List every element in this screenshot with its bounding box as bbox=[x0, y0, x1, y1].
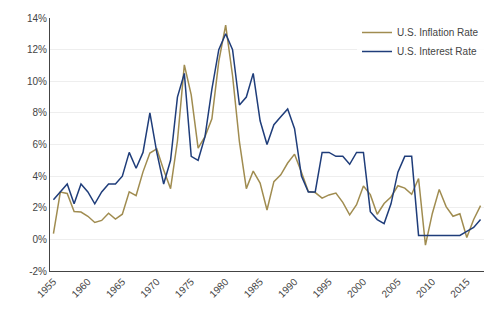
svg-text:2010: 2010 bbox=[414, 276, 438, 300]
svg-text:1975: 1975 bbox=[173, 276, 197, 300]
svg-text:2%: 2% bbox=[33, 202, 48, 213]
svg-text:10%: 10% bbox=[27, 76, 47, 87]
svg-text:2005: 2005 bbox=[379, 276, 403, 300]
svg-text:-2%: -2% bbox=[29, 266, 47, 277]
svg-text:12%: 12% bbox=[27, 44, 47, 55]
svg-text:14%: 14% bbox=[27, 13, 47, 24]
svg-text:1990: 1990 bbox=[276, 276, 300, 300]
svg-text:1955: 1955 bbox=[35, 276, 59, 300]
svg-text:U.S. Inflation Rate: U.S. Inflation Rate bbox=[397, 27, 479, 38]
svg-text:1985: 1985 bbox=[242, 276, 266, 300]
svg-text:1970: 1970 bbox=[138, 276, 162, 300]
svg-text:1960: 1960 bbox=[69, 276, 93, 300]
svg-text:0%: 0% bbox=[33, 234, 48, 245]
svg-text:8%: 8% bbox=[33, 107, 48, 118]
svg-text:2000: 2000 bbox=[345, 276, 369, 300]
svg-text:U.S. Interest Rate: U.S. Interest Rate bbox=[397, 46, 477, 57]
svg-text:1995: 1995 bbox=[310, 276, 334, 300]
svg-text:1980: 1980 bbox=[207, 276, 231, 300]
svg-text:4%: 4% bbox=[33, 171, 48, 182]
svg-text:6%: 6% bbox=[33, 139, 48, 150]
svg-text:1965: 1965 bbox=[104, 276, 128, 300]
svg-text:2015: 2015 bbox=[448, 276, 472, 300]
